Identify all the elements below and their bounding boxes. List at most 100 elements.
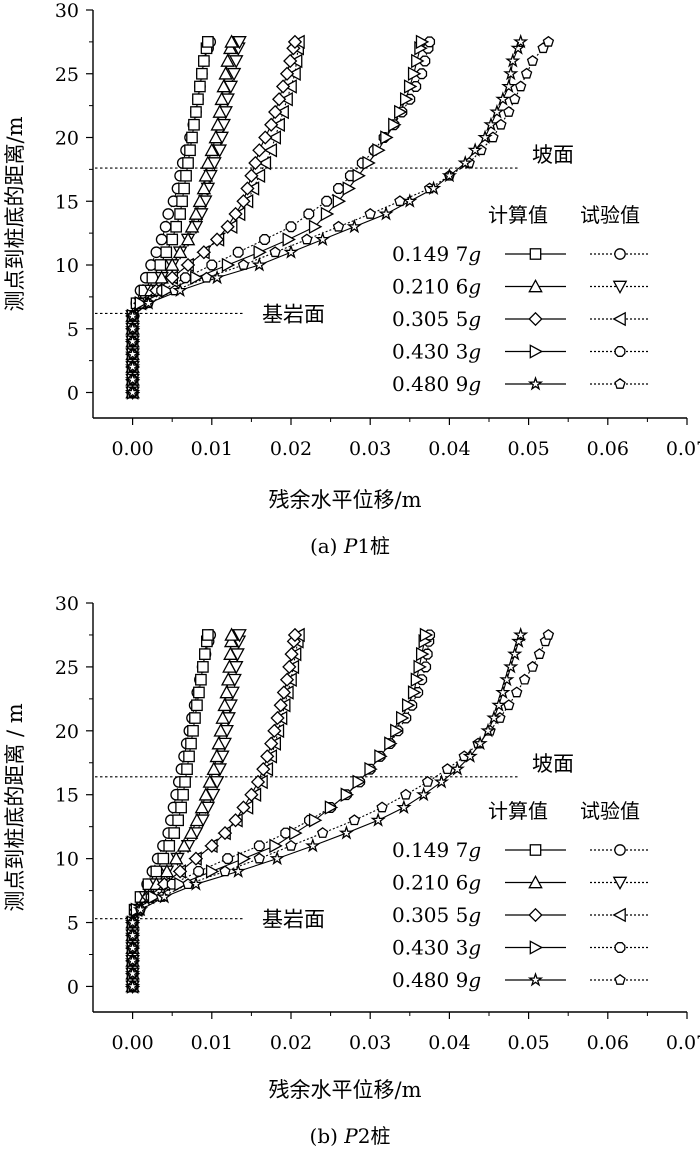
bedrock-surface-label: 基岩面 bbox=[262, 302, 325, 326]
series-test-line bbox=[132, 41, 300, 393]
calc-marker bbox=[170, 220, 183, 233]
legend-test-marker bbox=[614, 377, 626, 389]
calc-marker bbox=[370, 812, 386, 827]
calc-marker bbox=[407, 66, 422, 82]
calc-marker bbox=[186, 131, 198, 144]
y-axis-title: 测点到桩底的距离 / m bbox=[3, 703, 27, 911]
test-marker bbox=[162, 208, 175, 220]
calc-marker bbox=[287, 34, 303, 49]
calc-marker bbox=[197, 661, 209, 673]
test-marker bbox=[232, 246, 244, 258]
y-tick-label: 0 bbox=[67, 976, 79, 998]
test-marker bbox=[283, 79, 297, 94]
legend-label: 0.149 7g bbox=[392, 838, 481, 862]
calc-marker bbox=[410, 672, 425, 687]
calc-marker bbox=[480, 722, 496, 738]
calc-marker bbox=[289, 825, 303, 841]
test-marker bbox=[206, 259, 218, 271]
calc-marker bbox=[190, 106, 202, 118]
calc-marker bbox=[449, 761, 465, 776]
legend-calc-marker bbox=[527, 971, 544, 987]
calc-marker bbox=[187, 724, 199, 737]
calc-marker bbox=[124, 940, 141, 955]
y-axis-title: 测点到桩底的距离/m bbox=[3, 116, 27, 311]
calc-marker bbox=[199, 648, 211, 660]
calc-marker bbox=[269, 838, 283, 854]
test-marker bbox=[287, 66, 301, 82]
calc-marker bbox=[124, 371, 141, 387]
calc-marker bbox=[362, 155, 376, 171]
legend-test-marker bbox=[614, 248, 626, 260]
legend-name: 0.210 6 bbox=[392, 275, 468, 299]
calc-marker bbox=[163, 839, 176, 852]
calc-marker bbox=[248, 155, 263, 171]
test-marker bbox=[364, 207, 376, 219]
calc-marker bbox=[378, 205, 394, 221]
test-marker bbox=[321, 195, 333, 207]
calc-marker bbox=[462, 748, 478, 763]
calc-marker bbox=[183, 750, 195, 763]
figure-caption: (b) P2桩 bbox=[310, 1124, 391, 1148]
calc-marker bbox=[189, 712, 201, 724]
calc-marker bbox=[342, 181, 356, 196]
test-marker bbox=[441, 763, 454, 775]
calc-marker bbox=[213, 723, 229, 737]
y-tick-label: 10 bbox=[55, 255, 79, 277]
calc-marker bbox=[269, 850, 285, 866]
legend-name: 0.430 3 bbox=[392, 936, 468, 960]
caption-prefix: (b) bbox=[310, 1124, 345, 1148]
legend-calc-marker bbox=[529, 844, 542, 856]
x-tick-label: 0.03 bbox=[349, 1032, 391, 1054]
calc-marker bbox=[390, 723, 404, 739]
test-marker bbox=[542, 35, 555, 47]
legend-name-italic: g bbox=[468, 242, 481, 266]
calc-marker bbox=[228, 206, 243, 222]
calc-marker bbox=[217, 825, 233, 841]
calc-marker bbox=[209, 269, 225, 285]
test-marker bbox=[316, 827, 329, 838]
chart-panel-a: 0.00 0.01 0.02 0.03 0.04 0.05 0.06 0.07 0 5 10 15 20… bbox=[3, 0, 700, 558]
figure-caption: (a) P1桩 bbox=[310, 534, 390, 558]
legend-test-marker bbox=[612, 311, 626, 327]
calc-marker bbox=[219, 684, 234, 699]
calc-marker bbox=[394, 104, 408, 120]
calc-marker bbox=[206, 761, 222, 776]
caption-italic: P bbox=[343, 1124, 358, 1148]
y-tick-label: 0 bbox=[67, 383, 79, 405]
calc-marker bbox=[505, 52, 521, 68]
test-marker bbox=[503, 105, 515, 117]
calc-marker bbox=[150, 865, 163, 878]
calc-marker bbox=[364, 761, 378, 777]
calc-marker bbox=[236, 194, 251, 209]
calc-marker bbox=[416, 786, 432, 802]
calc-marker bbox=[413, 659, 427, 675]
y-tick-label: 5 bbox=[67, 319, 79, 341]
calc-marker bbox=[240, 181, 255, 196]
calc-marker bbox=[180, 257, 196, 273]
series-calc-line bbox=[132, 634, 296, 987]
x-tick-label: 0.05 bbox=[507, 438, 549, 460]
calc-marker bbox=[477, 129, 493, 145]
legend-name-italic: g bbox=[468, 275, 481, 299]
calc-marker bbox=[252, 143, 267, 158]
calc-marker bbox=[352, 774, 366, 790]
legend-name: 0.480 9 bbox=[392, 372, 468, 396]
legend-name-italic: g bbox=[468, 838, 481, 862]
x-tick-label: 0.00 bbox=[111, 1032, 153, 1054]
calc-marker bbox=[399, 91, 414, 107]
calc-marker bbox=[209, 748, 225, 763]
calc-marker bbox=[236, 800, 251, 815]
calc-marker bbox=[222, 40, 238, 55]
x-tick-label: 0.04 bbox=[428, 438, 470, 460]
test-marker bbox=[232, 629, 247, 643]
x-tick-label: 0.02 bbox=[270, 438, 312, 460]
legend-test-marker bbox=[612, 876, 628, 891]
calc-marker bbox=[124, 358, 141, 374]
legend-header-test: 试验值 bbox=[580, 203, 640, 227]
calc-marker bbox=[185, 737, 197, 750]
calc-marker bbox=[495, 684, 511, 699]
calc-marker bbox=[198, 168, 214, 182]
test-marker bbox=[275, 104, 289, 120]
calc-marker bbox=[147, 889, 162, 905]
